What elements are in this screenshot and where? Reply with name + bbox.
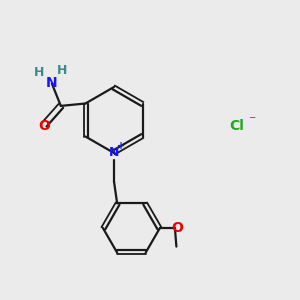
Text: Cl: Cl (230, 119, 244, 133)
Text: O: O (171, 221, 183, 235)
Text: N: N (46, 76, 58, 90)
Text: ⁻: ⁻ (248, 113, 255, 127)
Text: +: + (116, 141, 125, 152)
Text: O: O (38, 119, 50, 133)
Text: N: N (109, 146, 119, 160)
Text: H: H (57, 64, 68, 77)
Text: H: H (34, 66, 44, 80)
